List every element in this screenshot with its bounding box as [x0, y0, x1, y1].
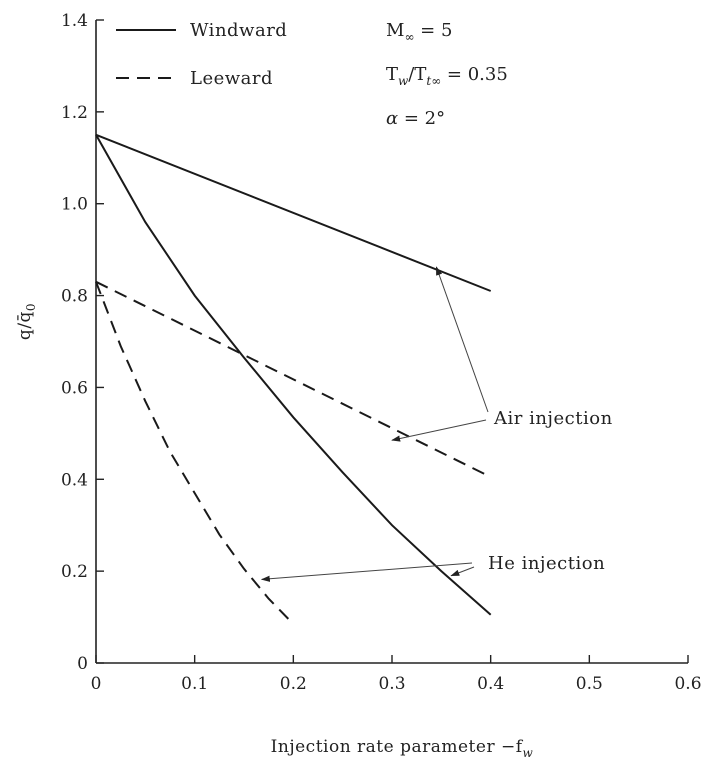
- x-tick-label: 0.1: [181, 674, 208, 694]
- x-tick-label: 0.2: [280, 674, 307, 694]
- y-tick-label: 1.2: [61, 103, 88, 123]
- y-tick-label: 0.8: [61, 287, 88, 307]
- param-subscript: t∞: [426, 74, 441, 88]
- legend-label: Leeward: [190, 68, 273, 89]
- he-windward-line: [95, 134, 492, 616]
- he-injection-label: He injection: [488, 553, 605, 574]
- param-symbol: M: [386, 20, 404, 41]
- x-axis-label-text: Injection rate parameter −f: [271, 737, 524, 757]
- legend: Windward Leeward: [116, 20, 287, 89]
- x-tick-label: 0.5: [576, 674, 603, 694]
- x-tick-label: 0.3: [378, 674, 405, 694]
- param-symbol: T: [386, 64, 398, 85]
- x-tick-label: 0: [91, 674, 102, 694]
- y-tick-label: 1.0: [61, 195, 88, 215]
- param-subscript: w: [398, 74, 409, 88]
- air-leeward-line: [95, 280, 492, 478]
- x-axis-label: Injection rate parameter −fw: [271, 737, 534, 760]
- he-leeward-line: [95, 281, 295, 625]
- annotation-arrow: [435, 266, 489, 413]
- y-tick-label: 0.4: [61, 470, 88, 490]
- param-value: = 0.35: [441, 64, 508, 85]
- annotation-arrow: [260, 562, 473, 582]
- x-tick-label: 0.4: [477, 674, 504, 694]
- param-value: = 5: [414, 20, 452, 41]
- air-injection-label: Air injection: [493, 408, 613, 429]
- y-axis-label: q/q̄0: [15, 303, 38, 340]
- parameter-line: α = 2°: [386, 108, 445, 129]
- legend-label: Windward: [190, 20, 287, 41]
- ticks: 0 0.1 0.2 0.3 0.4 0.5 0.6 0 0.2 0.4 0.6 0.8 1.0 1.2 1.…: [61, 11, 702, 694]
- x-axis-label-subscript: w: [523, 746, 534, 760]
- parameter-line: Tw/Tt∞ = 0.35: [386, 64, 508, 88]
- param-symbol: /T: [408, 64, 426, 85]
- y-tick-label: 0.6: [61, 378, 88, 398]
- x-tick-label: 0.6: [674, 674, 701, 694]
- y-tick-label: 1.4: [61, 11, 88, 31]
- series-group: [95, 133, 492, 625]
- annotations: Air injection He injection: [260, 266, 613, 582]
- axis-labels: Injection rate parameter −fwq/q̄0: [15, 303, 534, 760]
- annotation-arrow: [450, 566, 475, 577]
- annotation-arrow: [391, 419, 487, 442]
- parameters-block: M∞ = 5 Tw/Tt∞ = 0.35 α = 2°: [386, 20, 508, 129]
- parameter-line: M∞ = 5: [386, 20, 452, 44]
- y-axis-label-subscript: 0: [24, 303, 38, 311]
- y-tick-label: 0: [77, 654, 88, 674]
- air-windward-line: [95, 133, 492, 292]
- y-axis-label-text: q/q̄: [15, 311, 35, 340]
- param-symbol: α: [386, 108, 398, 129]
- param-value: = 2°: [398, 108, 445, 129]
- y-tick-label: 0.2: [61, 562, 88, 582]
- param-subscript: ∞: [404, 30, 414, 44]
